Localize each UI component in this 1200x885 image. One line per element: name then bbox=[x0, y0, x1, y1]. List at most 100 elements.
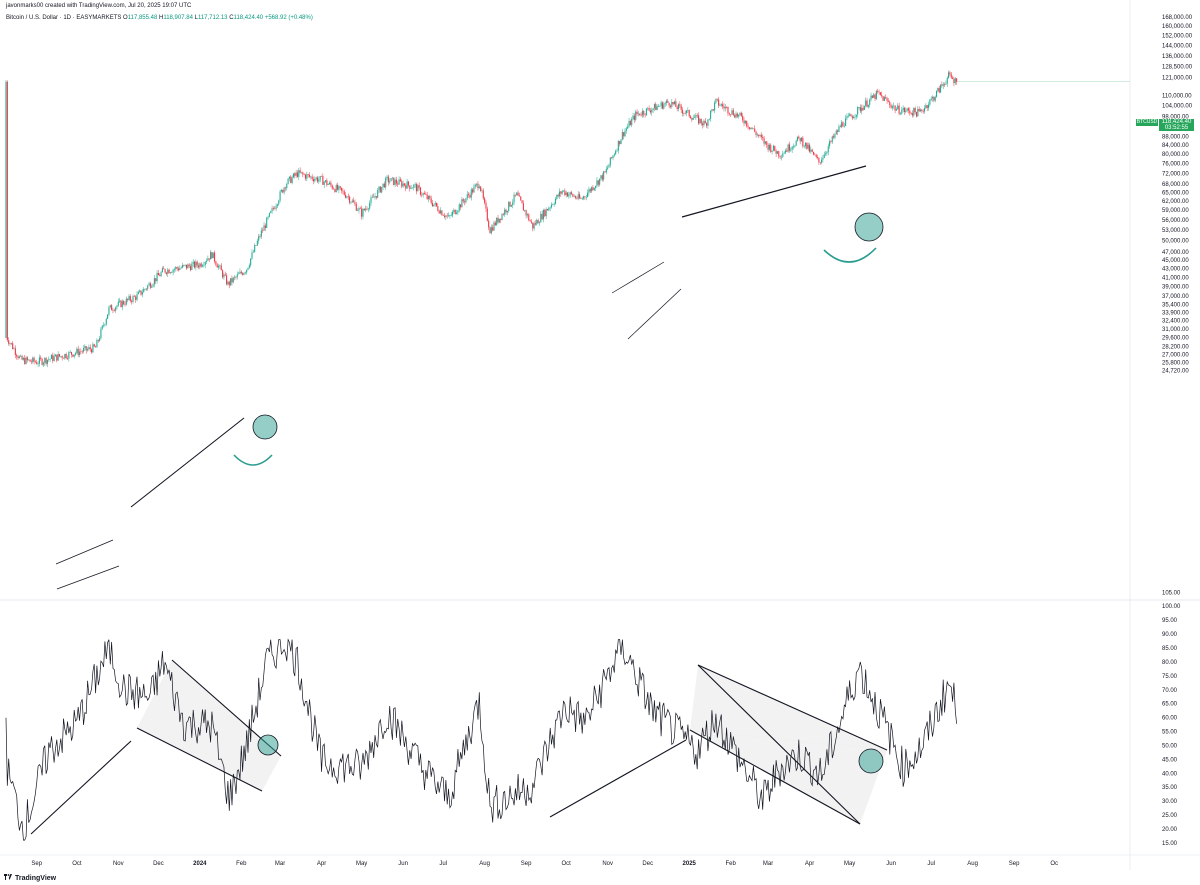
candle-body bbox=[429, 195, 431, 199]
candle-body bbox=[910, 113, 912, 114]
candle-body bbox=[485, 202, 487, 209]
candle-body bbox=[478, 186, 480, 189]
candle-body bbox=[405, 185, 407, 189]
candle-body bbox=[84, 346, 86, 349]
time-tick-label: Feb bbox=[725, 861, 736, 867]
candle-body bbox=[486, 208, 488, 221]
candle-body bbox=[874, 94, 876, 99]
candle-body bbox=[378, 186, 380, 191]
candle-body bbox=[242, 273, 244, 275]
candle-body bbox=[112, 310, 114, 311]
candle-body bbox=[282, 189, 284, 193]
candle-body bbox=[946, 77, 948, 84]
candle-body bbox=[78, 351, 81, 356]
candle-body bbox=[107, 314, 109, 319]
candle-body bbox=[625, 128, 627, 131]
candle-body bbox=[819, 162, 821, 163]
candle-body bbox=[520, 196, 522, 201]
candle-body bbox=[143, 288, 145, 293]
price-tick-label: 136,000.00 bbox=[1162, 54, 1193, 60]
candle-body bbox=[460, 204, 462, 208]
candle-body bbox=[664, 102, 666, 105]
candle-body bbox=[619, 141, 621, 145]
candle-body bbox=[362, 208, 364, 217]
candle-body bbox=[724, 106, 726, 109]
candle-body bbox=[268, 212, 270, 217]
candle-body bbox=[433, 204, 435, 207]
candle-body bbox=[291, 177, 293, 183]
candle-body bbox=[679, 104, 681, 106]
candle-body bbox=[847, 115, 849, 117]
candle-body bbox=[109, 305, 111, 308]
candle-body bbox=[530, 221, 532, 223]
candle-body bbox=[766, 141, 768, 145]
candle-body bbox=[337, 185, 339, 190]
candle-body bbox=[743, 120, 745, 124]
candle-body bbox=[571, 192, 573, 195]
candle-body bbox=[91, 349, 93, 353]
time-tick-label: Jul bbox=[927, 861, 935, 867]
candle-body bbox=[591, 187, 593, 192]
candle-body bbox=[375, 196, 377, 198]
candle-body bbox=[418, 185, 420, 188]
candle-body bbox=[256, 240, 258, 246]
time-tick-label: Jun bbox=[398, 861, 408, 867]
candle-body bbox=[383, 183, 385, 188]
candle-body bbox=[45, 358, 47, 364]
candle-body bbox=[629, 120, 631, 126]
candle-body bbox=[211, 252, 213, 259]
candle-body bbox=[887, 101, 889, 102]
candle-body bbox=[635, 111, 637, 120]
candle-body bbox=[173, 269, 176, 270]
candle-body bbox=[720, 104, 722, 106]
candle-body bbox=[56, 354, 58, 361]
candle-body bbox=[286, 184, 288, 189]
candle-body bbox=[779, 156, 781, 158]
candle-body bbox=[139, 290, 141, 292]
close-value: 118,424.40 bbox=[233, 15, 264, 21]
candle-body bbox=[573, 196, 575, 197]
candle-body bbox=[767, 144, 769, 150]
candle-body bbox=[568, 194, 570, 197]
candle-body bbox=[20, 355, 22, 357]
price-tick-label: 88,000.00 bbox=[1162, 134, 1189, 140]
candle-body bbox=[719, 105, 721, 107]
candle-body bbox=[536, 220, 538, 225]
candle-body bbox=[37, 363, 39, 365]
candle-body bbox=[453, 209, 455, 212]
candle-body bbox=[279, 191, 281, 201]
candle-body bbox=[161, 268, 163, 273]
candle-body bbox=[390, 178, 392, 182]
candle-body bbox=[323, 181, 325, 185]
time-tick-label: Feb bbox=[236, 861, 247, 867]
candle-body bbox=[489, 227, 491, 234]
trend-line bbox=[55, 539, 114, 565]
candle-body bbox=[101, 325, 103, 329]
price-axis: 168,000.00 160,000.00 152,000.00 144,000.00… bbox=[1162, 15, 1193, 374]
tradingview-footer[interactable]: TradingView bbox=[4, 874, 56, 882]
time-tick-label: Apr bbox=[805, 861, 814, 867]
candle-body bbox=[922, 110, 924, 112]
candle-body bbox=[299, 170, 301, 173]
candle-body bbox=[12, 343, 14, 349]
candle-body bbox=[821, 159, 823, 163]
bar-countdown: 03:52:55 bbox=[1164, 125, 1189, 131]
candle-body bbox=[800, 137, 803, 142]
trend-line bbox=[30, 740, 132, 835]
candle-body bbox=[29, 359, 31, 362]
candle-body bbox=[367, 208, 369, 210]
candle-body bbox=[219, 265, 221, 267]
time-tick-label: 2024 bbox=[193, 861, 207, 867]
candle-body bbox=[199, 263, 201, 268]
candle-body bbox=[921, 109, 923, 111]
candle-body bbox=[48, 359, 50, 360]
candle-body bbox=[782, 153, 784, 157]
candle-body bbox=[857, 107, 859, 115]
candle-body bbox=[899, 113, 902, 115]
candle-body bbox=[387, 176, 389, 183]
candle-body bbox=[595, 185, 597, 188]
candle-body bbox=[623, 132, 625, 137]
candle-body bbox=[882, 96, 884, 101]
candle-body bbox=[931, 97, 934, 99]
candle-body bbox=[492, 227, 494, 231]
